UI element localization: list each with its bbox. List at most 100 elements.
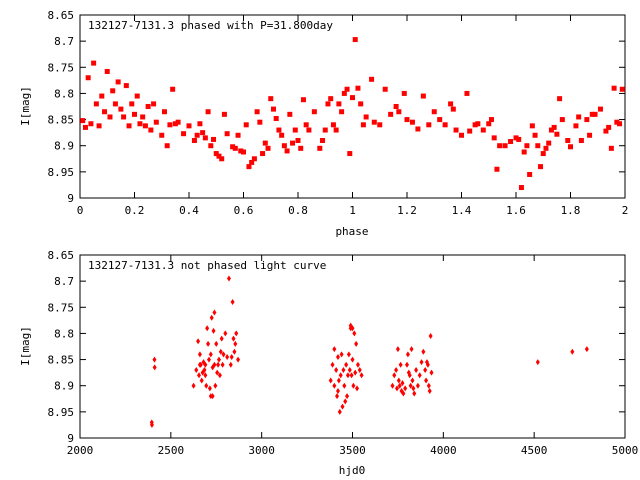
x-tick-label: 0.4 [179,204,199,217]
data-point [559,117,565,123]
data-point [437,117,443,123]
data-point [535,359,540,366]
data-point [467,128,473,134]
data-point [350,356,355,363]
data-point [220,361,225,368]
data-point [196,372,201,379]
data-point [570,348,575,355]
data-point [206,340,211,347]
data-point [226,275,231,282]
data-point [214,340,219,347]
data-point [494,166,500,172]
data-point [341,90,347,96]
data-point [426,382,431,389]
data-point [200,130,206,136]
data-point [104,68,110,74]
data-point [546,140,552,146]
data-point [232,145,238,151]
plot-frame [79,254,626,439]
x-tick-label: 2 [622,204,629,217]
data-point [405,351,410,358]
unphased-light-curve-panel: 8.65 8.7 8.75 8.8 8.85 8.9 8.95 9 2000 2500 3000 3… [19,249,638,477]
data-point [225,353,230,360]
data-point [167,122,173,128]
data-point [527,171,533,177]
data-point [221,351,226,358]
data-point [328,377,333,384]
data-point [394,367,399,374]
data-point [401,90,407,96]
data-point [194,132,200,138]
data-point [554,131,560,137]
data-point [395,385,400,392]
data-point [332,346,337,353]
data-point [354,340,359,347]
data-point [212,361,217,368]
data-point [427,387,432,394]
x-axis-label: hjd0 [339,464,366,477]
data-point [464,90,470,96]
data-point [152,364,157,371]
data-point [212,309,217,316]
data-point [343,398,348,405]
data-point [392,372,397,379]
data-point [209,314,214,321]
data-point [121,114,127,120]
data-point [231,335,236,342]
data-point [425,361,430,368]
x-tick-label: 3500 [339,444,366,457]
data-point [197,351,202,358]
data-point [232,348,237,355]
data-point [333,127,339,133]
data-point [345,393,350,400]
data-point [351,382,356,389]
data-point [132,111,137,117]
data-point [415,382,420,389]
data-point [377,122,383,128]
data-point [488,117,494,123]
x-tick-label: 0 [77,204,84,217]
data-point [107,114,113,120]
data-point [369,76,375,82]
y-ticks: 8.65 8.7 8.75 8.8 8.85 8.9 8.95 9 [48,9,625,205]
data-point [401,390,406,397]
y-tick-label: 8.9 [54,380,74,393]
data-point [421,348,426,355]
data-point [355,361,360,368]
data-point [459,132,464,138]
y-tick-label: 9 [67,432,74,445]
data-point [202,367,207,374]
data-point [404,117,410,123]
data-point [409,346,414,353]
data-point [551,124,557,130]
data-point [234,330,239,337]
data-point [88,121,94,127]
data-point [407,372,412,379]
data-point [347,367,352,374]
data-point [149,421,154,428]
data-point [529,123,535,129]
x-tick-label: 1.4 [452,204,472,217]
x-tick-label: 5000 [612,444,639,457]
data-point [186,123,192,129]
data-point [268,96,274,102]
x-tick-label: 2500 [158,444,185,457]
data-point [557,96,563,102]
data-point [230,144,236,150]
y-axis-label: I[mag] [19,326,32,366]
data-point [229,353,234,360]
data-point [194,367,199,374]
data-point [345,372,350,379]
data-point [218,348,223,355]
data-point [279,132,285,138]
data-point [350,95,355,101]
data-point [317,145,323,151]
data-point [363,114,369,120]
data-point [204,382,209,389]
data-point [233,340,238,347]
data-point [265,145,271,151]
data-point [191,382,196,389]
data-points [80,37,625,191]
data-point [508,139,514,145]
data-point [148,127,154,133]
